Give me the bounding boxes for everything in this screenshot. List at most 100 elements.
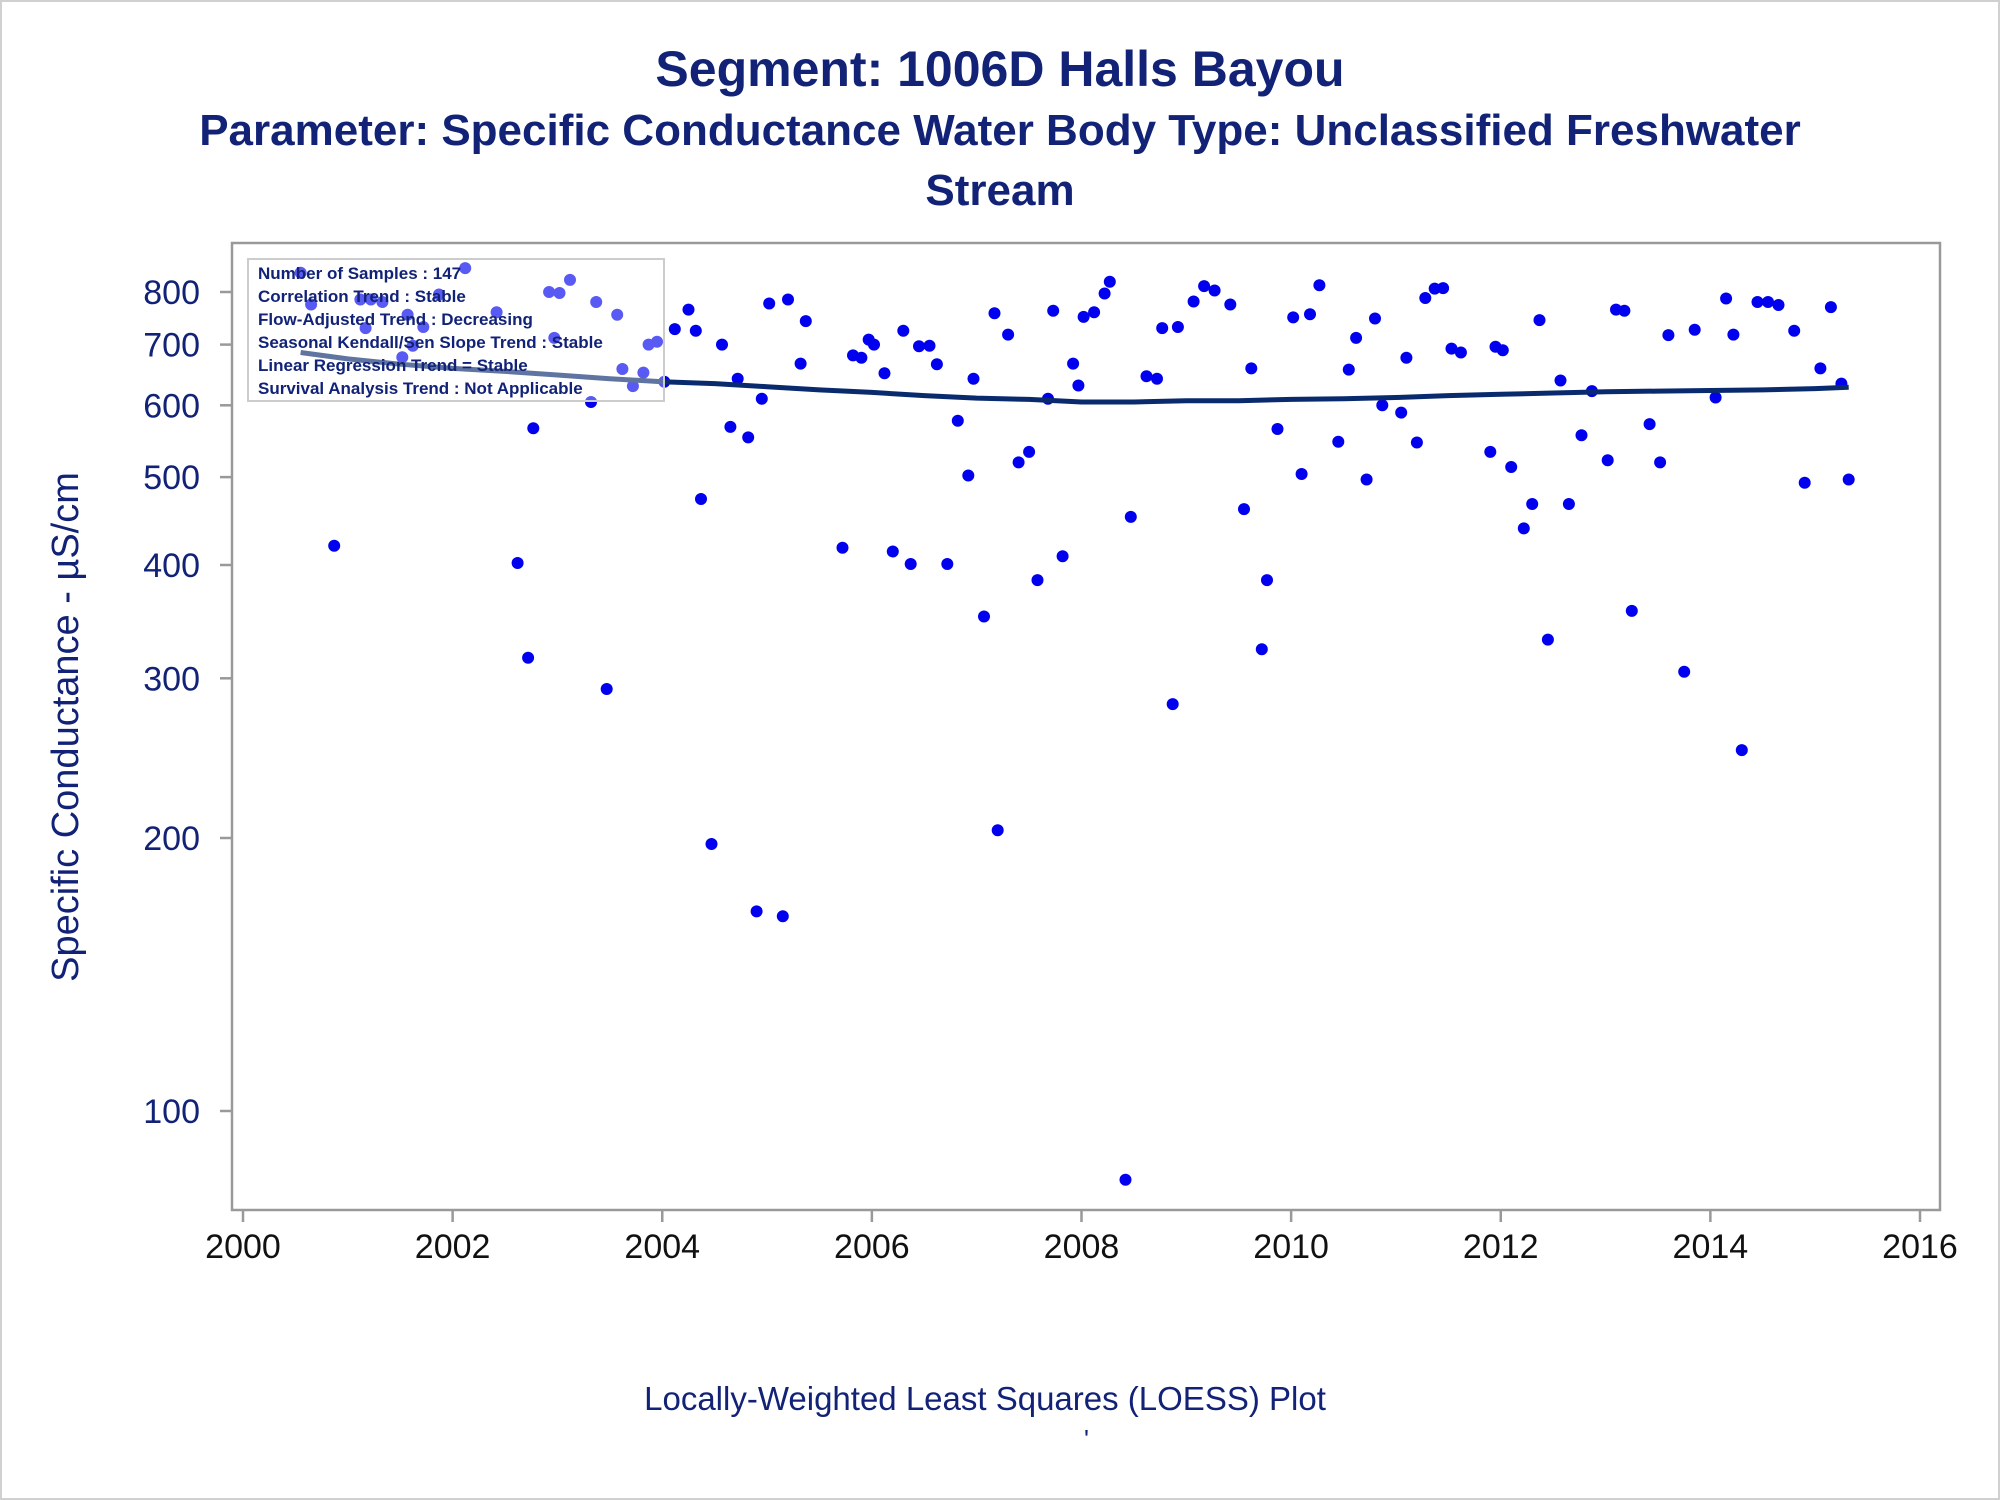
- data-point-22: [590, 296, 603, 308]
- data-point-5: [364, 293, 377, 306]
- data-point-119: [1533, 314, 1546, 327]
- data-point-95: [1287, 311, 1300, 324]
- data-point-58: [930, 358, 943, 371]
- data-point-103: [1369, 312, 1381, 325]
- data-point-25: [616, 363, 629, 375]
- x-tick-label-2010: 2010: [1253, 1228, 1329, 1266]
- data-point-89: [1224, 298, 1237, 311]
- data-point-42: [763, 297, 776, 310]
- data-point-73: [1067, 357, 1080, 370]
- data-point-9: [406, 339, 419, 352]
- data-point-129: [1643, 418, 1656, 431]
- data-point-67: [1012, 456, 1025, 469]
- data-point-4: [359, 322, 372, 335]
- data-point-62: [967, 372, 980, 385]
- data-point-84: [1166, 698, 1179, 711]
- data-point-135: [1720, 292, 1733, 305]
- data-point-33: [689, 324, 702, 337]
- data-point-56: [913, 340, 925, 353]
- y-tick-label-300: 300: [143, 660, 200, 698]
- data-point-81: [1140, 370, 1153, 383]
- data-point-47: [836, 541, 849, 554]
- data-point-123: [1575, 429, 1588, 442]
- data-point-102: [1360, 473, 1373, 486]
- data-point-88: [1208, 284, 1221, 297]
- x-tick-label-2016: 2016: [1882, 1228, 1958, 1266]
- data-point-87: [1198, 280, 1211, 293]
- data-point-122: [1562, 498, 1575, 510]
- data-point-31: [668, 323, 681, 336]
- data-point-57: [923, 339, 936, 352]
- data-point-75: [1077, 310, 1090, 323]
- trend-summary-line-2: Flow-Adjusted Trend : Decreasing: [258, 310, 533, 329]
- data-point-82: [1151, 372, 1163, 385]
- trend-summary-line-3: Seasonal Kendall/Sen Slope Trend : Stabl…: [258, 333, 603, 352]
- data-point-35: [705, 838, 718, 850]
- data-point-49: [855, 351, 868, 364]
- data-point-54: [897, 324, 910, 337]
- chart-title: Segment: 1006D Halls Bayou: [655, 41, 1345, 97]
- data-point-7: [396, 351, 409, 364]
- data-point-23: [600, 683, 613, 695]
- data-point-32: [682, 303, 695, 316]
- data-point-60: [951, 414, 964, 427]
- data-point-66: [1002, 328, 1015, 341]
- data-point-24: [611, 308, 624, 321]
- data-point-78: [1103, 275, 1116, 288]
- data-point-1: [305, 298, 318, 311]
- data-point-38: [731, 372, 744, 385]
- data-point-142: [1798, 476, 1811, 489]
- data-point-136: [1727, 328, 1740, 341]
- data-point-116: [1505, 461, 1518, 473]
- data-point-139: [1762, 296, 1774, 308]
- data-point-55: [904, 558, 917, 570]
- data-point-29: [651, 335, 663, 348]
- data-point-14: [511, 557, 524, 569]
- data-point-71: [1047, 304, 1060, 317]
- data-point-64: [988, 307, 1001, 320]
- trend-summary-line-0: Number of Samples : 147: [258, 264, 461, 283]
- data-point-2: [328, 539, 341, 552]
- y-tick-label-200: 200: [143, 820, 200, 858]
- loess-trend-line: [300, 350, 1849, 405]
- trend-summary-line-4: Linear Regression Trend = Stable: [258, 356, 528, 375]
- chart-subtitle-line1: Parameter: Specific Conductance Water Bo…: [199, 106, 1801, 155]
- data-point-26: [626, 380, 639, 393]
- data-point-37: [724, 420, 737, 433]
- data-point-19: [553, 287, 566, 299]
- data-points: [294, 262, 1855, 1186]
- data-point-53: [886, 545, 899, 558]
- data-point-63: [978, 610, 990, 623]
- data-point-127: [1618, 304, 1631, 317]
- trend-summary-box: Number of Samples : 147 Correlation Trend…: [247, 258, 665, 402]
- data-point-108: [1419, 292, 1432, 304]
- data-point-85: [1171, 321, 1184, 333]
- y-tick-label-500: 500: [143, 459, 200, 497]
- data-point-68: [1023, 445, 1036, 458]
- data-point-69: [1031, 574, 1044, 587]
- data-point-11: [433, 288, 445, 301]
- data-point-74: [1072, 379, 1085, 392]
- data-point-83: [1156, 322, 1169, 335]
- data-point-76: [1088, 306, 1101, 319]
- data-point-140: [1772, 299, 1785, 311]
- data-point-138: [1751, 296, 1764, 308]
- data-point-72: [1056, 550, 1069, 563]
- data-point-0: [294, 266, 307, 279]
- y-tick-label-400: 400: [143, 547, 200, 585]
- data-point-118: [1526, 498, 1539, 510]
- x-tick-label-2002: 2002: [415, 1228, 491, 1266]
- axis-ticks: 2000 2002 2004 2006 2008 2010 2012 2014 2016 100 2…: [143, 274, 1958, 1266]
- data-point-111: [1445, 342, 1458, 355]
- data-point-99: [1332, 435, 1345, 448]
- data-point-79: [1119, 1173, 1132, 1186]
- x-tick-label-2014: 2014: [1673, 1228, 1749, 1266]
- data-point-110: [1437, 282, 1450, 295]
- data-point-97: [1304, 308, 1316, 321]
- x-tick-label-2006: 2006: [834, 1228, 910, 1266]
- data-point-133: [1688, 323, 1701, 336]
- chart-footnote: Locally-Weighted Least Squares (LOESS) P…: [644, 1380, 1326, 1417]
- data-point-100: [1342, 363, 1355, 376]
- data-point-39: [742, 431, 755, 444]
